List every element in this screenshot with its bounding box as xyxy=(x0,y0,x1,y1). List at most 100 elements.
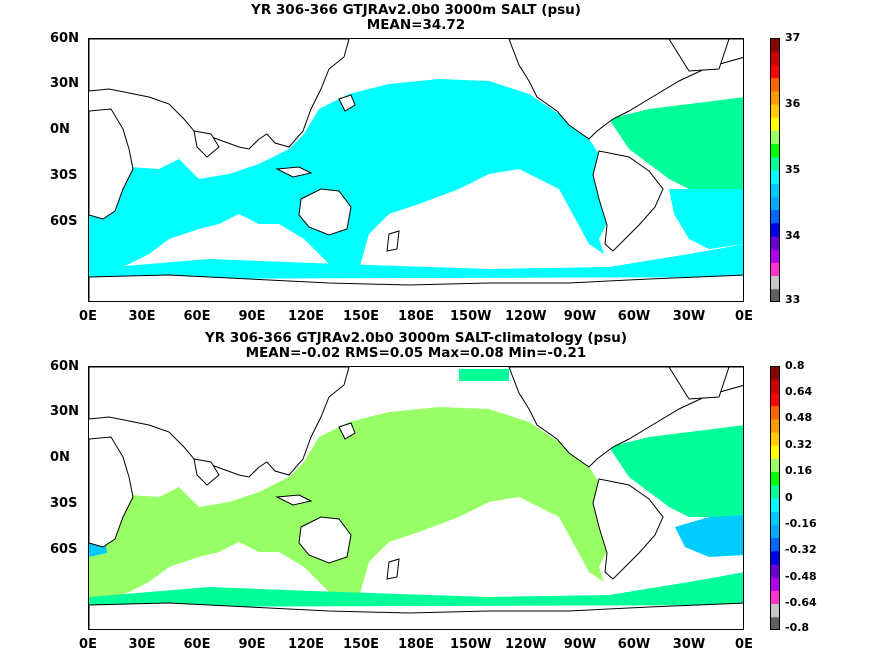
lon-label: 60W xyxy=(617,309,651,324)
colorbar-label: -0.32 xyxy=(785,543,817,556)
lon-label: 180E xyxy=(397,637,435,652)
colorbar-label: -0.48 xyxy=(785,570,817,583)
colorbar-swatch xyxy=(770,117,780,131)
colorbar-swatch xyxy=(770,577,780,591)
land-indonesia xyxy=(275,166,313,178)
lon-label: 60W xyxy=(617,637,651,652)
land-new-zealand xyxy=(386,230,400,252)
colorbar-swatch xyxy=(770,209,780,224)
land-antarctica xyxy=(89,602,743,629)
lon-label: 0E xyxy=(79,637,97,652)
colorbar-swatch xyxy=(770,590,780,605)
colorbar-label: 34 xyxy=(785,229,801,242)
colorbar-swatch xyxy=(770,445,780,459)
ocean-atlantic xyxy=(609,425,743,517)
land-africa xyxy=(89,436,134,548)
colorbar-swatch xyxy=(770,524,780,539)
lon-label: 90E xyxy=(238,309,266,324)
world-map xyxy=(89,39,743,301)
lon-label: 60E xyxy=(183,309,211,324)
land-south-america xyxy=(592,150,664,252)
colorbar-label: -0.8 xyxy=(785,621,810,634)
colorbar xyxy=(770,38,780,302)
colorbar-swatch xyxy=(770,222,780,237)
colorbar-swatch xyxy=(770,64,780,79)
colorbar-swatch xyxy=(770,458,780,473)
colorbar-swatch xyxy=(770,262,780,277)
ocean-atlantic-south xyxy=(669,189,743,249)
land-new-zealand xyxy=(386,558,400,580)
land-south-america xyxy=(592,478,664,580)
lon-label: 90W xyxy=(563,637,597,652)
lon-label: 30W xyxy=(672,637,706,652)
land-eurasia xyxy=(89,39,350,150)
colorbar-swatch xyxy=(770,498,780,512)
colorbar-swatch xyxy=(770,603,780,618)
ocean-southern xyxy=(89,572,743,607)
land-japan xyxy=(338,94,356,112)
lon-label: 150W xyxy=(450,309,492,324)
lon-label: 90W xyxy=(563,309,597,324)
colorbar-swatch xyxy=(770,366,780,380)
lon-label: 60E xyxy=(183,637,211,652)
colorbar-swatch xyxy=(770,564,780,578)
colorbar-label: 0.48 xyxy=(785,411,813,424)
colorbar-swatch xyxy=(770,484,780,499)
ocean-atlantic xyxy=(609,97,743,189)
lon-label: 150E xyxy=(342,637,380,652)
colorbar-swatch xyxy=(770,471,780,486)
colorbar-swatch xyxy=(770,77,780,92)
colorbar-label: 35 xyxy=(785,163,801,176)
colorbar-swatch xyxy=(770,275,780,290)
colorbar-label: 0 xyxy=(785,491,793,504)
ocean-southern xyxy=(89,244,743,279)
colorbar-label: 33 xyxy=(785,293,801,306)
salinity-panel: YR 306-366 GTJRAv2.0b0 3000m SALT (psu) … xyxy=(50,2,801,325)
lon-label: 150W xyxy=(450,637,492,652)
colorbar-swatch xyxy=(770,130,780,145)
lon-label: 0E xyxy=(735,309,753,324)
colorbar-swatch xyxy=(770,156,780,171)
colorbar-swatch xyxy=(770,143,780,158)
colorbar-label: -0.16 xyxy=(785,517,817,530)
colorbar-swatch xyxy=(770,405,780,420)
colorbar-label: 37 xyxy=(785,31,801,44)
map-area xyxy=(88,366,744,630)
colorbar-swatch xyxy=(770,104,780,118)
panel-subtitle: MEAN=34.72 xyxy=(366,17,466,33)
lon-label: 0E xyxy=(735,637,753,652)
lon-label: 150E xyxy=(342,309,380,324)
land-antarctica xyxy=(89,274,743,301)
land-greenland xyxy=(668,39,730,72)
ocean-negative-anomaly xyxy=(675,515,743,557)
lat-label: 0N xyxy=(50,122,70,137)
colorbar-swatch xyxy=(770,288,780,302)
land-japan xyxy=(338,422,356,440)
lon-label: 90E xyxy=(238,637,266,652)
colorbar-swatch xyxy=(770,236,780,250)
lon-label: 30W xyxy=(672,309,706,324)
ocean-main xyxy=(89,407,629,602)
colorbar-swatch xyxy=(770,379,780,393)
colorbar-swatch xyxy=(770,90,780,105)
land-africa xyxy=(89,108,134,220)
lat-label: 60N xyxy=(50,359,79,374)
colorbar-swatch xyxy=(770,537,780,552)
lon-label: 120W xyxy=(505,309,547,324)
colorbar-label: 0.64 xyxy=(785,385,813,398)
land-australia xyxy=(298,188,352,236)
panel-title: YR 306-366 GTJRAv2.0b0 3000m SALT (psu) xyxy=(251,2,581,18)
land-australia xyxy=(298,516,352,564)
anomaly-panel: YR 306-366 GTJRAv2.0b0 3000m SALT-climat… xyxy=(0,328,875,656)
lon-label: 30E xyxy=(128,637,156,652)
land-india xyxy=(193,130,220,158)
map-area xyxy=(88,38,744,302)
panel-subtitle: MEAN=-0.02 RMS=0.05 Max=0.08 Min=-0.21 xyxy=(245,345,587,361)
colorbar-swatch xyxy=(770,616,780,630)
colorbar-border xyxy=(770,366,780,630)
colorbar-swatch xyxy=(770,170,780,184)
colorbar-swatch xyxy=(770,418,780,433)
land-eurasia xyxy=(89,367,350,478)
colorbar-label: -0.64 xyxy=(785,596,817,609)
ocean-arctic xyxy=(459,369,509,381)
